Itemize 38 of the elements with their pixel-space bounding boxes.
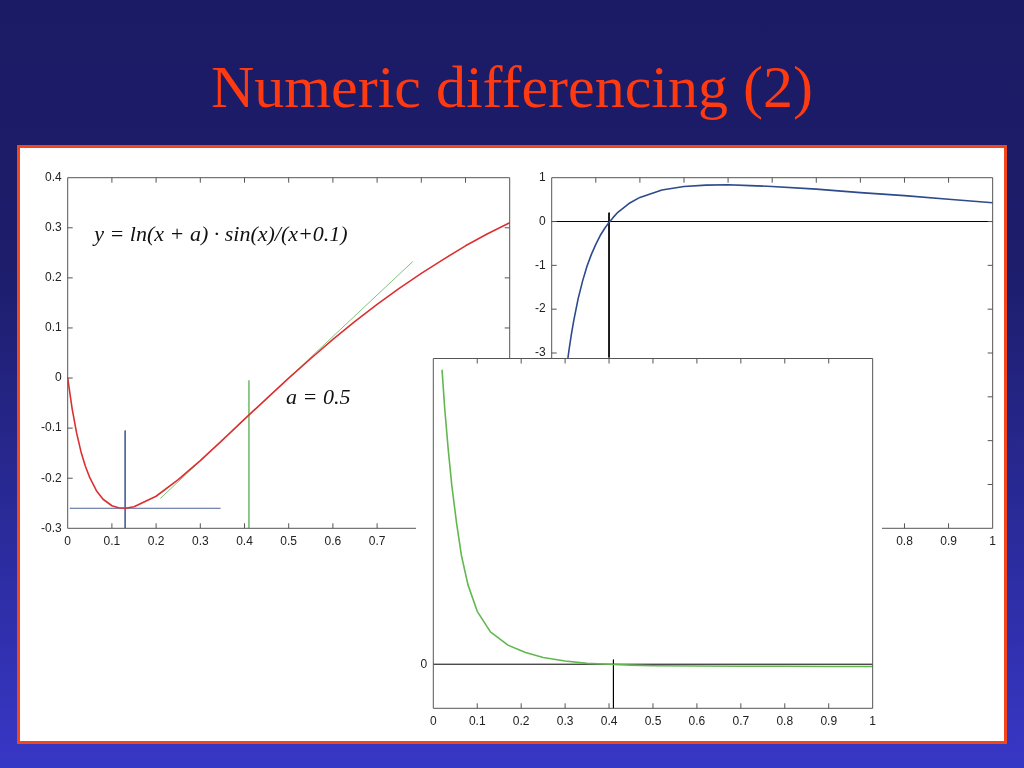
x-tick-label: 0.6: [688, 713, 706, 728]
x-tick-label: 0.3: [191, 533, 209, 548]
x-tick-label: 0.5: [644, 713, 662, 728]
x-tick-label: 0.8: [776, 713, 794, 728]
x-tick-label: 0.6: [324, 533, 342, 548]
y-tick-label: -2: [535, 301, 547, 316]
x-tick-label: 0.9: [940, 533, 958, 548]
y-tick-label: -3: [535, 345, 547, 360]
y-tick-label: -0.1: [41, 420, 63, 435]
y-tick-label: 1: [539, 170, 547, 185]
annotation: y = ln(x + a) · sin(x)/(x+0.1): [92, 220, 348, 246]
y-tick-label: -0.3: [41, 520, 63, 535]
x-tick-label: 0.4: [600, 713, 618, 728]
x-tick-label: 0: [429, 713, 437, 728]
x-tick-label: 0.1: [103, 533, 121, 548]
x-tick-label: 0.3: [556, 713, 574, 728]
y-tick-label: 0.2: [45, 270, 63, 285]
y-tick-label: -1: [535, 257, 547, 272]
chart-title: Numeric differencing (2): [210, 53, 814, 122]
y-tick-label: 0.4: [45, 170, 63, 185]
x-tick-label: 1: [869, 713, 877, 728]
x-tick-label: 1: [989, 533, 997, 548]
x-tick-label: 0.9: [820, 713, 838, 728]
x-tick-label: 0.2: [147, 533, 165, 548]
y-tick-label: 0: [55, 370, 63, 385]
x-tick-label: 0.2: [512, 713, 530, 728]
y-tick-label: 0: [539, 213, 547, 228]
ref-line-label: 0: [420, 656, 428, 671]
x-tick-label: 0.5: [280, 533, 298, 548]
annotation: a = 0.5: [286, 384, 351, 410]
y-tick-label: 0.3: [45, 220, 63, 235]
y-tick-label: -0.2: [41, 470, 63, 485]
x-tick-label: 0.7: [732, 713, 750, 728]
x-tick-label: 0.7: [368, 533, 386, 548]
x-tick-label: 0.8: [896, 533, 914, 548]
y-tick-label: 0.1: [45, 320, 63, 335]
x-tick-label: 0.4: [236, 533, 254, 548]
x-tick-label: 0.1: [468, 713, 486, 728]
